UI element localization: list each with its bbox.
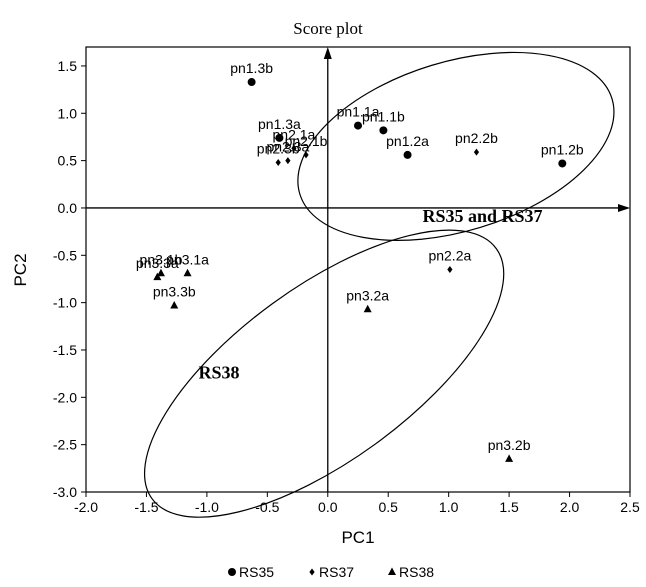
y-tick-label: -1.5 xyxy=(53,342,77,358)
point-label: pn3.1a xyxy=(166,251,209,267)
x-tick-label: 1.0 xyxy=(439,499,459,515)
x-tick-label: -1.0 xyxy=(195,499,219,515)
point-label: pn1.1b xyxy=(362,108,405,124)
triangle-point xyxy=(170,300,179,309)
point-label: pn3.1b xyxy=(140,251,183,267)
point-label: pn3.3a xyxy=(136,255,179,271)
diamond-point xyxy=(285,157,291,165)
circle-point xyxy=(558,159,567,168)
point-label: pn1.3a xyxy=(258,116,301,132)
y-tick-label: 1.5 xyxy=(58,58,78,74)
circle-point xyxy=(354,121,362,130)
y-tick-label: 0.0 xyxy=(58,200,78,216)
legend-label: RS35 xyxy=(239,564,274,580)
triangle-point xyxy=(153,272,162,281)
point-label: pn2.1b xyxy=(285,133,328,149)
point-label: pn3.2b xyxy=(488,437,531,453)
x-tick-label: 2.0 xyxy=(560,499,580,515)
circle-point xyxy=(403,150,412,159)
diamond-point xyxy=(291,144,297,152)
x-tick-label: 2.5 xyxy=(620,499,640,515)
point-label: pn2.2b xyxy=(455,130,498,146)
origin-axes xyxy=(86,47,630,492)
point-label: pn1.2b xyxy=(541,141,584,157)
x-tick-label: 1.5 xyxy=(499,499,519,515)
circle-point xyxy=(247,78,256,87)
diamond-point xyxy=(275,159,281,167)
triangle-point xyxy=(505,454,514,462)
triangle-point xyxy=(156,268,165,277)
plot-frame xyxy=(85,46,631,493)
y-tick-label: -2.5 xyxy=(53,437,77,453)
y-tick-label: -0.5 xyxy=(53,247,77,263)
point-label: pn2.1a xyxy=(273,126,316,142)
point-label: pn1.3b xyxy=(230,60,273,76)
legend-diamond-marker xyxy=(309,568,315,576)
group-annotations: RS35 and RS37 RS38 xyxy=(198,206,542,382)
point-label: pn3.2a xyxy=(346,287,389,303)
y-tick-label: -1.0 xyxy=(53,295,77,311)
horizontal-axis-arrowhead xyxy=(618,203,630,212)
rs35-rs37-ellipse xyxy=(297,51,615,241)
point-label: pn1.1a xyxy=(337,104,380,120)
point-label: pn2.3b xyxy=(257,141,300,157)
x-tick-label: -1.5 xyxy=(134,499,158,515)
point-label: pn2.2a xyxy=(428,248,471,264)
legend-label: RS37 xyxy=(319,564,354,580)
y-tick-label: 1.0 xyxy=(58,105,78,121)
circle-point xyxy=(379,126,388,135)
x-tick-label: 0.0 xyxy=(318,499,338,515)
y-axis-title: PC2 xyxy=(11,253,30,286)
y-tick-label: -3.0 xyxy=(53,484,77,500)
point-label: pn3.3b xyxy=(153,283,196,299)
y-tick-label: -2.0 xyxy=(53,389,77,405)
diamond-point xyxy=(447,266,453,273)
x-tick-label: -2.0 xyxy=(74,499,98,515)
legend-label: RS38 xyxy=(399,564,434,580)
circle-point xyxy=(275,133,284,142)
x-tick-label: 0.5 xyxy=(378,499,398,515)
y-tick-label: 0.5 xyxy=(58,153,78,169)
vertical-axis-arrowhead xyxy=(323,47,332,59)
rs38-ellipse xyxy=(143,229,505,518)
diamond-point xyxy=(303,151,309,159)
group-annotation: RS38 xyxy=(198,362,239,382)
tick-marks: -2.0 -1.5 -1.0 -0.5 0.0 0.5 1.0 1.5 2.0 2.5 1.5 1.0… xyxy=(53,58,640,515)
group-annotation: RS35 and RS37 xyxy=(422,206,542,226)
point-label: pn1.2a xyxy=(386,133,429,149)
x-axis-title: PC1 xyxy=(341,528,374,547)
cluster-ellipses xyxy=(143,51,615,518)
legend: RS35 RS37 RS38 xyxy=(228,564,434,580)
diamond-point xyxy=(473,148,480,156)
legend-circle-marker xyxy=(228,568,236,576)
chart-title: Score plot xyxy=(293,19,363,38)
point-label: pn2.3a xyxy=(266,139,309,155)
legend-triangle-marker xyxy=(388,567,396,575)
triangle-point xyxy=(363,304,372,313)
triangle-point xyxy=(183,268,192,277)
x-tick-label: -0.5 xyxy=(255,499,279,515)
